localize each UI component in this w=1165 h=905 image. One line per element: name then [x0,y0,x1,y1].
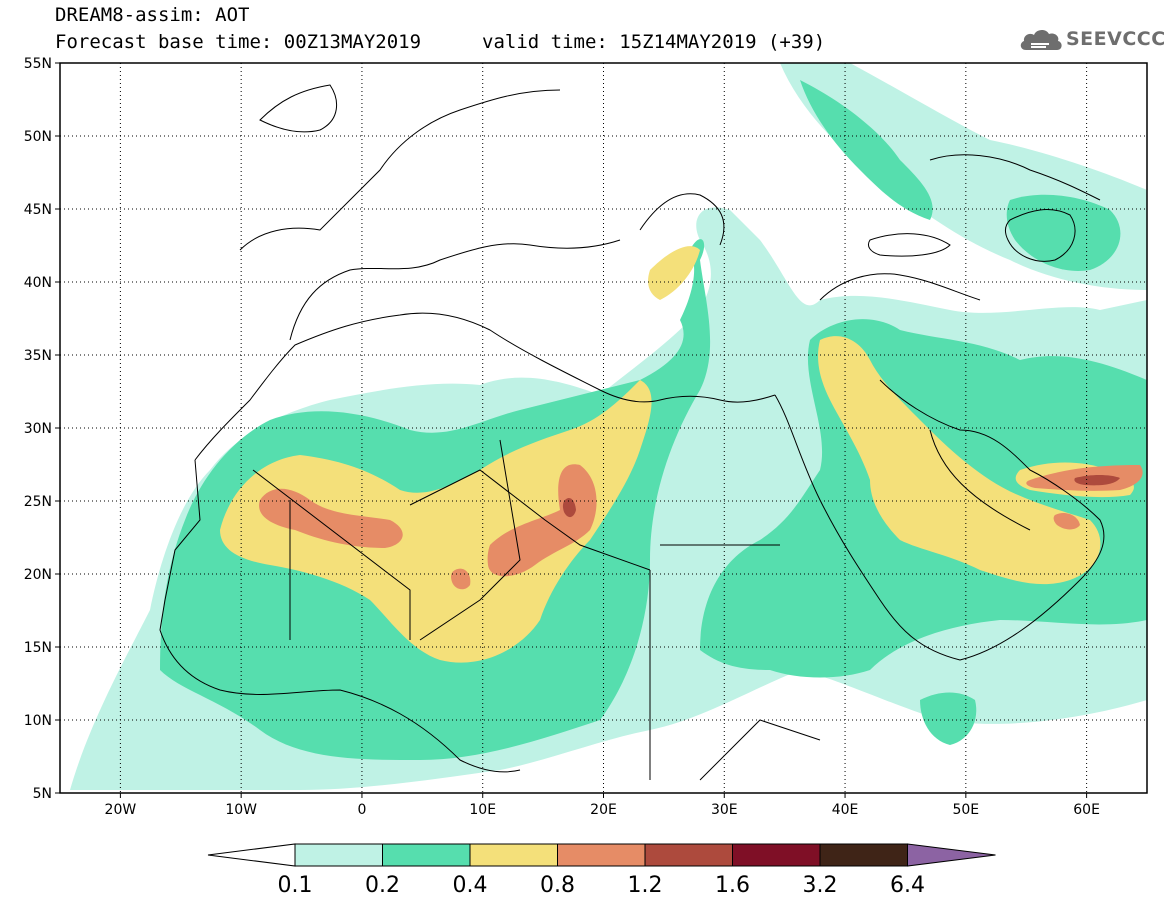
lat-tick-label: 15N [24,640,52,656]
lon-tick-label: 50E [952,802,979,818]
lat-tick-label: 35N [24,348,52,364]
colorbar-label: 0.8 [540,873,575,898]
map-title: DREAM8-assim: AOT [55,4,250,26]
lat-tick-label: 20N [24,567,52,583]
colorbar-label: 1.6 [715,873,750,898]
lat-tick-label: 45N [24,202,52,218]
colorbar-swatch [644,843,733,867]
lon-tick-label: 10W [225,802,257,818]
colorbar-swatch [382,843,471,867]
seevccc-logo: SEEVCCC [1018,26,1165,54]
colorbar-swatch [294,843,383,867]
lat-axis: 55N 50N 45N 40N 35N 30N 25N 20N 15N 10N 5N [24,56,60,802]
lat-tick-label: 30N [24,421,52,437]
lon-tick-label: 20W [105,802,137,818]
colorbar-label: 0.1 [278,873,313,898]
aot-level-1-2 [562,475,1120,518]
gridlines [60,63,1147,793]
aot-field [70,63,1147,790]
colorbar-label: 0.4 [453,873,488,898]
colorbar-swatch [819,843,908,867]
lon-tick-label: 0 [357,802,366,818]
lon-tick-label: 10E [469,802,496,818]
colorbar-swatch [732,843,821,867]
logo-text: SEEVCCC [1066,28,1165,50]
lat-tick-label: 25N [24,494,52,510]
colorbar-low-arrow [207,843,296,867]
map-area: 55N 50N 45N 40N 35N 30N 25N 20N 15N 10N 5N 20W 10W 0… [24,56,1148,818]
colorbar-swatch [469,843,558,867]
lat-tick-label: 10N [24,713,52,729]
colorbar: 0.1 0.2 0.4 0.8 1.2 1.6 3.2 6.4 [207,843,996,898]
lat-tick-label: 5N [33,786,52,802]
colorbar-label: 3.2 [803,873,838,898]
colorbar-label: 0.2 [365,873,400,898]
lon-tick-label: 60E [1073,802,1100,818]
colorbar-high-arrow [907,843,996,867]
lat-tick-label: 40N [24,275,52,291]
lon-tick-label: 30E [711,802,738,818]
lon-tick-label: 40E [832,802,859,818]
lon-axis: 20W 10W 0 10E 20E 30E 40E 50E 60E [105,793,1100,818]
lat-tick-label: 55N [24,56,52,72]
lat-tick-label: 50N [24,129,52,145]
forecast-base-time: Forecast base time: 00Z13MAY2019 [55,31,422,53]
colorbar-label: 1.2 [628,873,663,898]
valid-time: valid time: 15Z14MAY2019 (+39) [482,31,826,53]
coastlines-borders [159,84,1105,781]
colorbar-label: 6.4 [890,873,925,898]
cloud-icon [1020,29,1062,50]
lon-tick-label: 20E [590,802,617,818]
colorbar-swatch [557,843,646,867]
